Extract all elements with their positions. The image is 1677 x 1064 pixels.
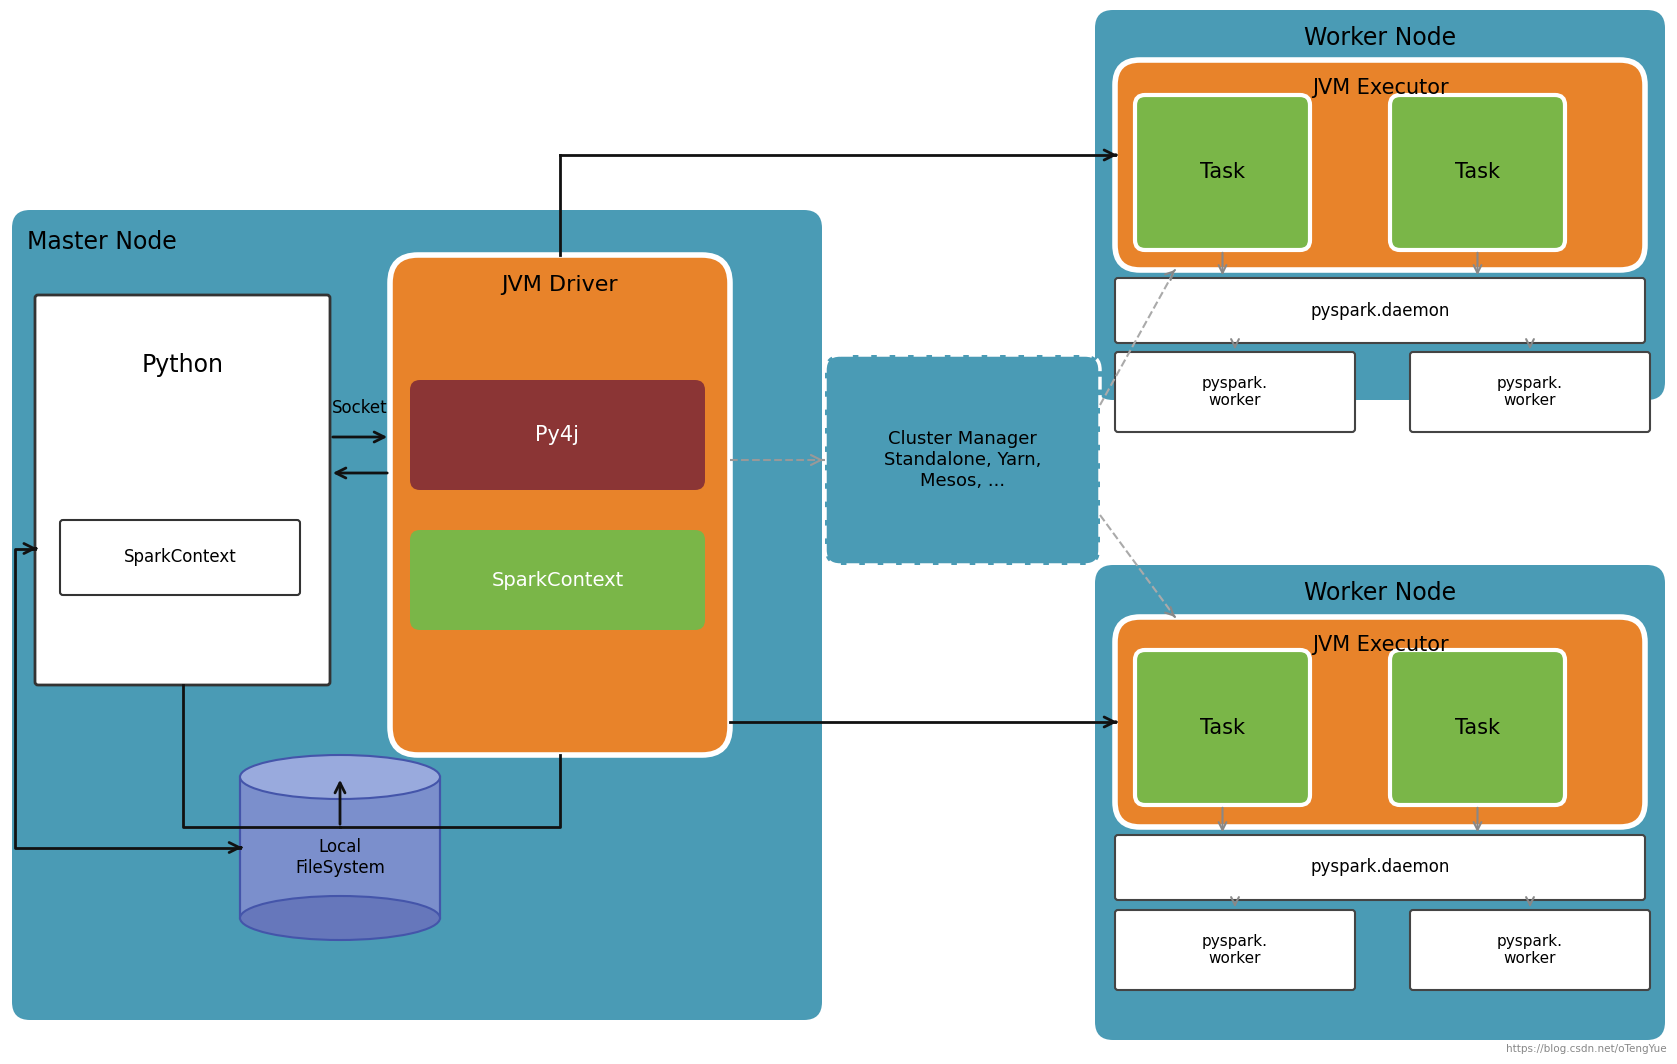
Text: Task: Task	[1456, 163, 1499, 183]
FancyBboxPatch shape	[12, 210, 822, 1020]
FancyBboxPatch shape	[1390, 650, 1565, 805]
Text: Python: Python	[141, 353, 223, 377]
FancyBboxPatch shape	[1115, 352, 1355, 432]
Text: SparkContext: SparkContext	[491, 570, 624, 589]
FancyBboxPatch shape	[391, 255, 729, 755]
Text: pyspark.daemon: pyspark.daemon	[1310, 301, 1449, 319]
Text: pyspark.
worker: pyspark. worker	[1498, 934, 1563, 966]
Text: Py4j: Py4j	[535, 425, 580, 445]
Text: Worker Node: Worker Node	[1305, 581, 1456, 605]
Text: pyspark.
worker: pyspark. worker	[1498, 376, 1563, 409]
FancyBboxPatch shape	[1390, 95, 1565, 250]
Text: Task: Task	[1456, 717, 1499, 737]
Text: Task: Task	[1201, 717, 1244, 737]
Text: JVM Executor: JVM Executor	[1311, 635, 1449, 655]
Text: Cluster Manager
Standalone, Yarn,
Mesos, ...: Cluster Manager Standalone, Yarn, Mesos,…	[884, 430, 1041, 489]
Text: https://blog.csdn.net/oTengYue: https://blog.csdn.net/oTengYue	[1506, 1044, 1667, 1054]
FancyBboxPatch shape	[1095, 10, 1665, 400]
Ellipse shape	[240, 755, 439, 799]
Text: Master Node: Master Node	[27, 230, 176, 254]
FancyBboxPatch shape	[60, 520, 300, 595]
FancyBboxPatch shape	[825, 355, 1100, 565]
Text: Task: Task	[1201, 163, 1244, 183]
FancyBboxPatch shape	[1095, 565, 1665, 1040]
Text: Local
FileSystem: Local FileSystem	[295, 838, 386, 877]
FancyBboxPatch shape	[1410, 352, 1650, 432]
Text: pyspark.
worker: pyspark. worker	[1202, 376, 1268, 409]
FancyBboxPatch shape	[1115, 617, 1645, 827]
FancyBboxPatch shape	[1115, 60, 1645, 270]
FancyBboxPatch shape	[409, 530, 704, 630]
FancyBboxPatch shape	[1135, 650, 1310, 805]
Text: JVM Driver: JVM Driver	[501, 275, 619, 295]
Text: pyspark.daemon: pyspark.daemon	[1310, 859, 1449, 877]
Text: SparkContext: SparkContext	[124, 549, 236, 566]
Ellipse shape	[240, 896, 439, 940]
FancyBboxPatch shape	[1135, 95, 1310, 250]
FancyBboxPatch shape	[1115, 835, 1645, 900]
Text: Worker Node: Worker Node	[1305, 26, 1456, 50]
FancyBboxPatch shape	[409, 380, 704, 491]
Text: JVM Executor: JVM Executor	[1311, 78, 1449, 98]
FancyBboxPatch shape	[1410, 910, 1650, 990]
FancyBboxPatch shape	[1115, 910, 1355, 990]
Bar	[240, 777, 439, 918]
Text: pyspark.
worker: pyspark. worker	[1202, 934, 1268, 966]
FancyBboxPatch shape	[1115, 278, 1645, 343]
Text: Socket: Socket	[332, 399, 387, 417]
FancyBboxPatch shape	[35, 295, 330, 685]
